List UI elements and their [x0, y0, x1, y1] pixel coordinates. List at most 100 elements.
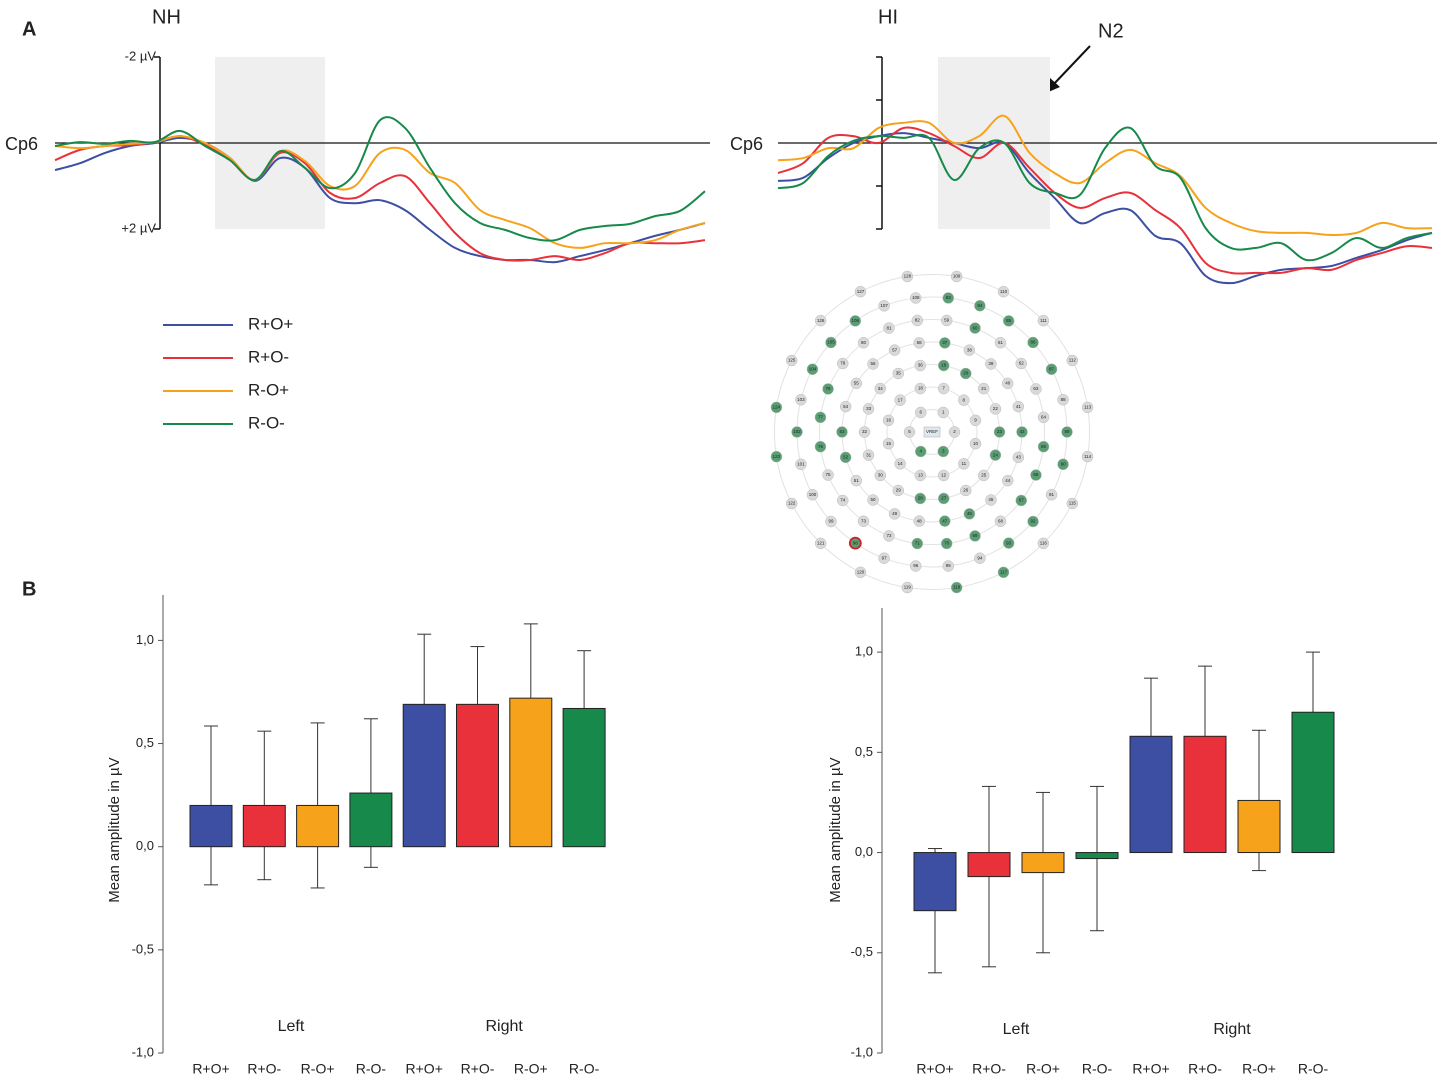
electrode-label: 9	[974, 418, 977, 423]
electrode-label: 6	[919, 410, 922, 415]
bar	[402, 703, 446, 848]
map-ring	[774, 274, 1090, 590]
electrode-label: 37	[942, 340, 948, 345]
electrode	[854, 566, 867, 579]
electrode-label: 66	[1033, 472, 1039, 477]
x-tick-label: R-O+	[1026, 1061, 1060, 1077]
electrode	[937, 492, 950, 505]
electrode	[909, 292, 922, 304]
electrode-label: 119	[904, 585, 912, 590]
electrode	[770, 401, 783, 414]
electrode-label: 84	[977, 303, 983, 308]
electrode-label: 24	[993, 452, 999, 457]
x-tick-label: R-O-	[1298, 1061, 1329, 1077]
electrode	[1015, 494, 1028, 507]
electrode-label: 126	[817, 318, 825, 323]
electrode	[854, 285, 867, 298]
electrode	[958, 394, 970, 406]
y-tick-label: +2 µV	[121, 220, 156, 235]
electrode-label: 82	[915, 318, 921, 323]
electrode	[862, 403, 875, 415]
bar	[1291, 711, 1335, 854]
electrode-label: 79	[840, 361, 846, 366]
electrode	[937, 445, 949, 458]
electrode	[948, 426, 961, 438]
electrode	[1066, 354, 1079, 367]
channel-label: Cp6	[730, 134, 763, 154]
electrode-label: 28	[918, 496, 924, 501]
bar	[509, 697, 553, 848]
electrode-label: 68	[998, 518, 1004, 523]
electrode	[914, 359, 927, 372]
electrode	[985, 494, 997, 506]
electrode-label: 27	[941, 496, 947, 501]
x-tick-label: R+O-	[247, 1061, 281, 1077]
electrode-label: 19	[941, 363, 947, 368]
electrode	[874, 469, 887, 482]
electrode-label: 124	[773, 405, 781, 410]
electrode-label: 117	[1000, 570, 1008, 575]
electrode	[892, 484, 904, 497]
electrode	[958, 458, 970, 470]
electrode	[1030, 469, 1042, 481]
electrode-label: 89	[1064, 429, 1070, 434]
y-axis-label: Mean amplitude in µV	[827, 757, 844, 902]
electrode	[914, 382, 927, 395]
electrode-label: 62	[1019, 361, 1025, 366]
electrode	[940, 314, 953, 327]
electrode-label: 34	[878, 386, 884, 391]
electrode	[822, 469, 834, 481]
electrode-label: 106	[852, 318, 860, 323]
electrode-label: 94	[977, 555, 983, 560]
electrode-label: 115	[1069, 501, 1077, 506]
electrode-label: 25	[981, 473, 987, 478]
electrode-label: 2	[953, 429, 956, 434]
group-label: Right	[1213, 1021, 1251, 1038]
electrode	[814, 537, 827, 550]
electrode-label: 80	[861, 340, 867, 345]
electrode-label: 122	[788, 501, 796, 506]
electrode	[937, 469, 950, 482]
electrode-label: 98	[853, 540, 859, 545]
electrode-label: 75	[826, 472, 832, 477]
electrode-label: 72	[886, 533, 892, 538]
electrode	[1016, 426, 1028, 438]
electrode	[1037, 314, 1050, 327]
electrode	[836, 426, 848, 438]
electrode-label: 59	[944, 318, 950, 323]
bar	[296, 804, 340, 848]
electrode	[839, 451, 852, 464]
y-tick-label: 0,0	[855, 844, 873, 859]
x-tick-label: R+O+	[192, 1061, 229, 1077]
electrode	[901, 581, 914, 594]
electrode-label: 41	[1016, 404, 1022, 409]
electrode	[1030, 383, 1042, 395]
electrode	[849, 315, 862, 327]
electrode	[977, 382, 990, 395]
electrode-label: 128	[904, 274, 912, 279]
electrode-label: 1	[942, 410, 945, 415]
electrode-label: 8	[963, 397, 966, 402]
electrode	[969, 437, 982, 450]
electrode-label: 76	[818, 444, 824, 449]
electrode	[1045, 363, 1058, 376]
electrode	[1002, 537, 1015, 549]
bar	[1183, 735, 1227, 854]
electrode-label: 101	[797, 461, 805, 466]
electrode-label: 87	[1049, 366, 1055, 371]
electrode-label: 13	[918, 473, 924, 478]
map-ring	[819, 319, 1045, 545]
electrode	[1027, 336, 1039, 349]
electrode	[1045, 488, 1058, 501]
electrode-label: 16	[886, 418, 892, 423]
electrode	[822, 383, 834, 395]
x-tick-label: R+O-	[461, 1061, 495, 1077]
electrode	[1037, 411, 1050, 424]
electrode	[888, 344, 901, 356]
electrode-label: 97	[882, 555, 888, 560]
electrode-label: 23	[997, 429, 1003, 434]
electrode	[1002, 315, 1015, 327]
electrode	[825, 515, 837, 528]
electrode-label: 40	[1005, 381, 1011, 386]
